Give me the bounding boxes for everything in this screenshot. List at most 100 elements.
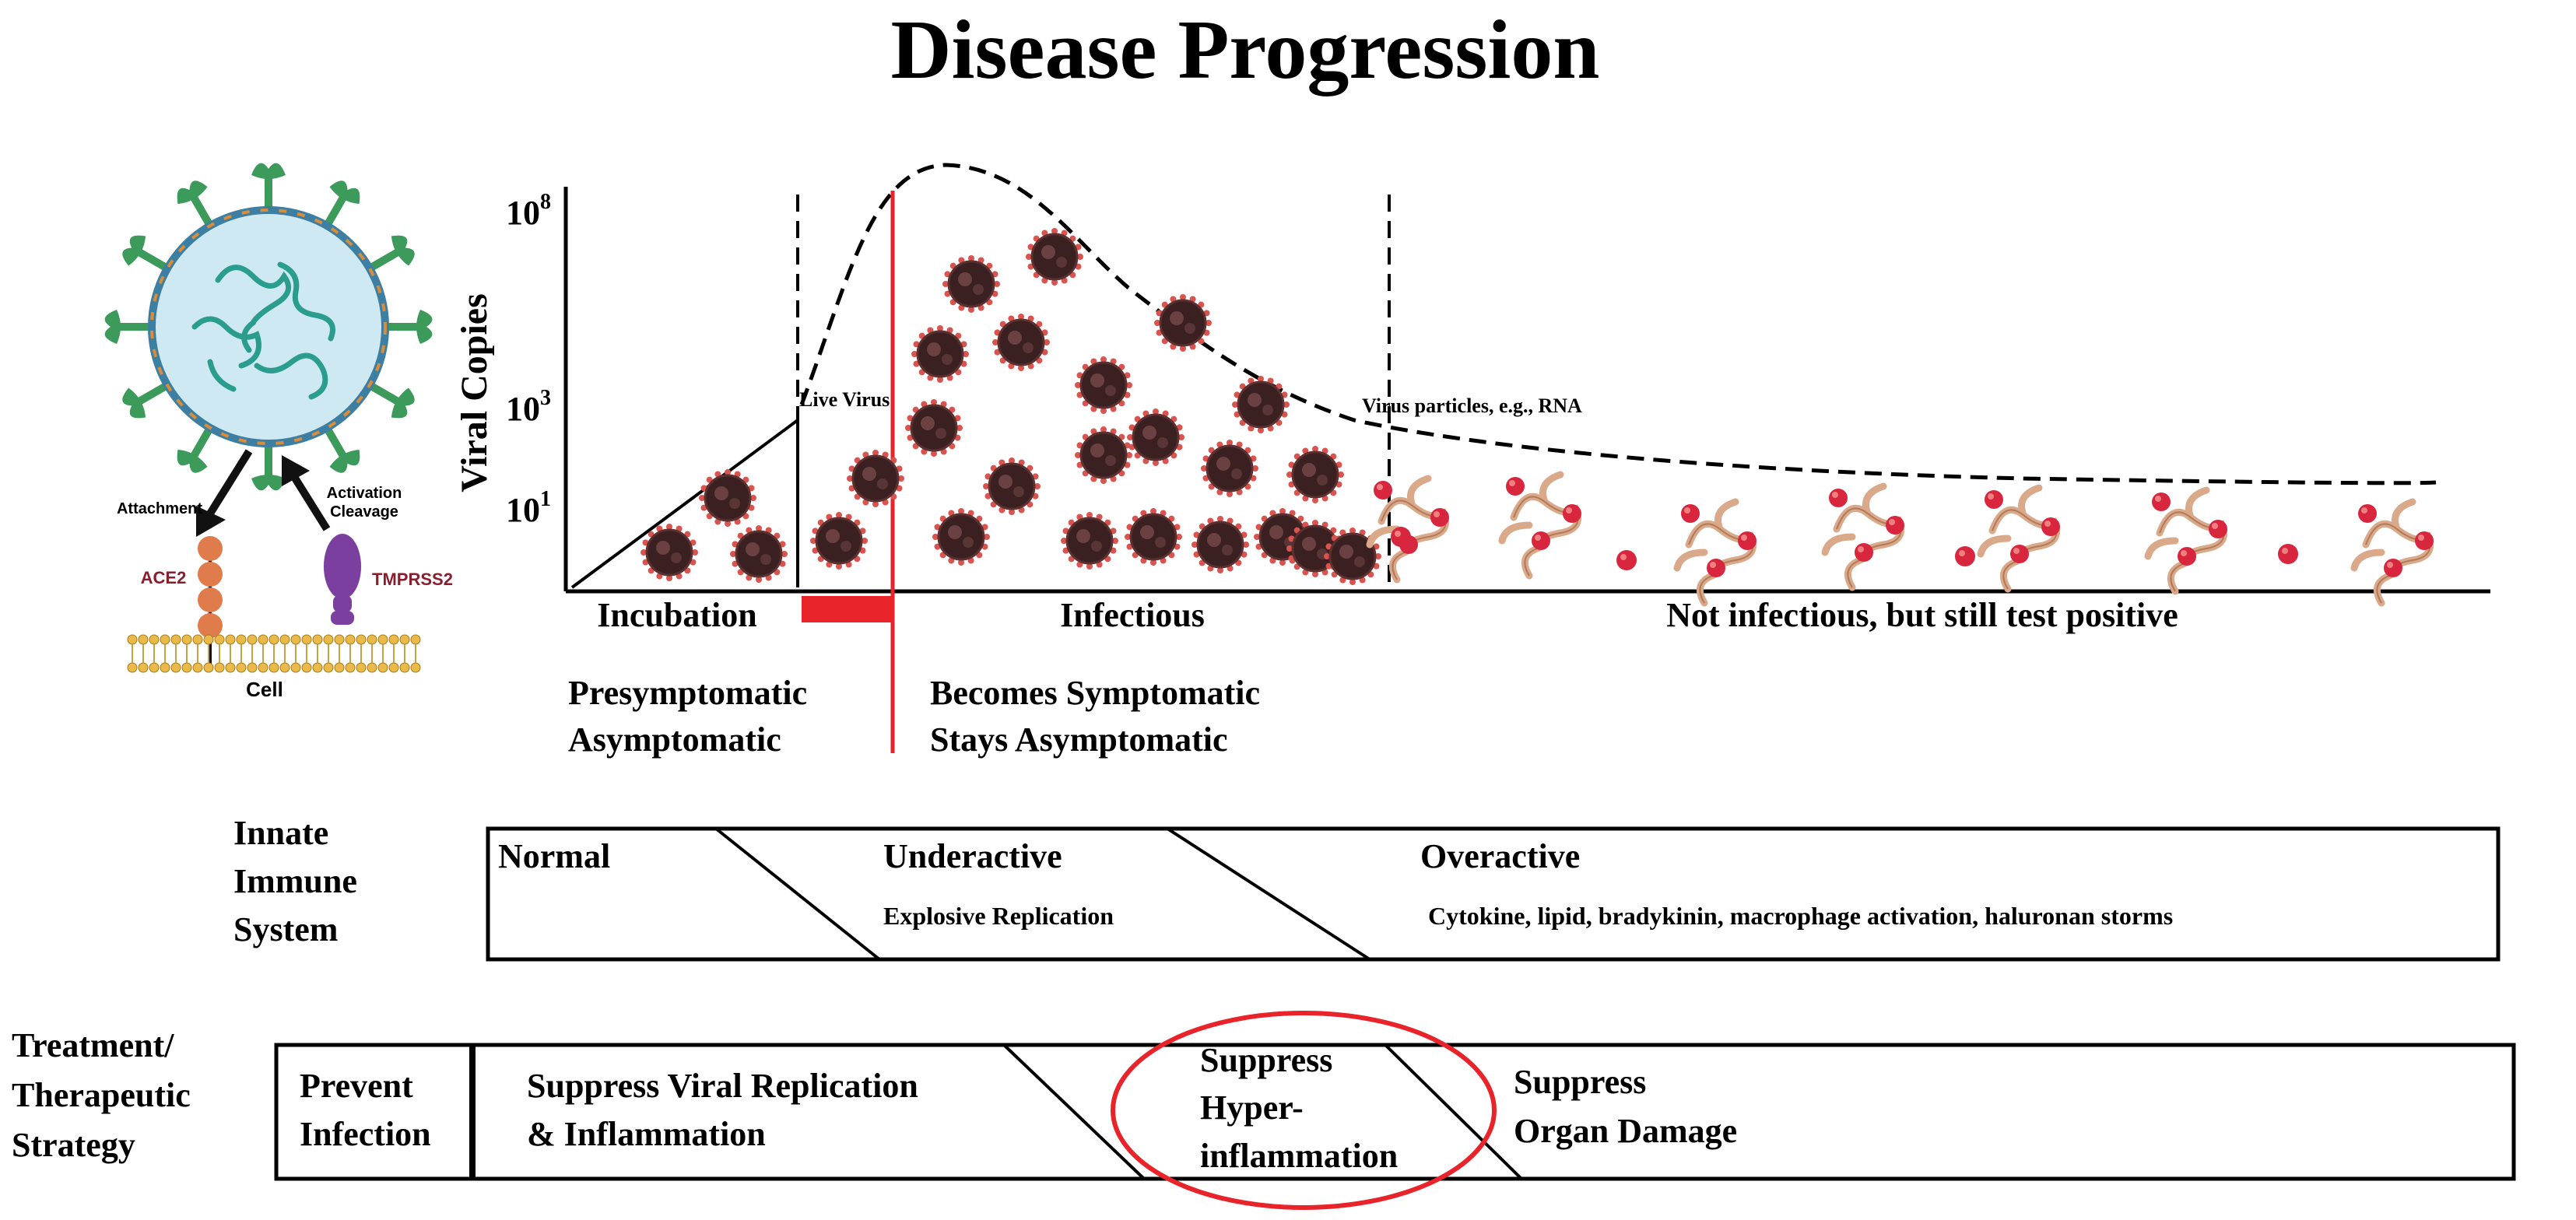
treatment-label-line2: Therapeutic [12, 1076, 191, 1114]
virion-particle-icon [847, 450, 904, 507]
innate-immune-label-line2: Immune [233, 862, 357, 900]
spike-icon [329, 449, 360, 473]
virion-particle-icon [1232, 376, 1290, 433]
virion-particle-icon [1127, 408, 1184, 466]
virion-particle-icon [1154, 294, 1212, 352]
immune-overactive: Overactive [1420, 837, 1580, 875]
virion-particle-icon [911, 325, 969, 383]
rna-particle-cluster [1366, 471, 2434, 607]
innate-divider-1 [714, 827, 881, 961]
suppress-organ-line1: Suppress [1514, 1063, 1646, 1101]
virus-cell-panel: Attachment Activation Cleavage ACE2 TMPR… [104, 163, 453, 701]
activation-label: Activation [327, 485, 402, 502]
immune-normal: Normal [498, 837, 610, 875]
suppress-viral-line1: Suppress Viral Replication [527, 1067, 918, 1105]
virion-particle-icon [1286, 446, 1344, 503]
virion-particle-icon [932, 508, 990, 566]
activation-arrow-icon [282, 455, 331, 531]
viral-copies-chart: Viral Copies 108 103 101 Live Virus Viru… [454, 163, 2490, 759]
svg-text:108: 108 [506, 190, 551, 232]
spike-icon [391, 387, 415, 419]
treatment-divider-3 [1384, 1043, 1523, 1180]
virion-particle-icon [1201, 440, 1258, 497]
asymptomatic-label: Asymptomatic [568, 720, 781, 759]
presymptomatic-label: Presymptomatic [568, 674, 807, 712]
immune-underactive: Underactive [883, 837, 1062, 875]
spike-icon [122, 387, 146, 419]
spike-icon [177, 449, 208, 473]
rna-fragment-icon [2278, 544, 2298, 564]
immune-underactive-detail: Explosive Replication [883, 902, 1114, 930]
rna-fragment-icon [1616, 550, 1637, 570]
phase-incubation: Incubation [597, 596, 756, 634]
virus-particles-label: Virus particles, e.g., RNA [1362, 394, 1582, 417]
virion-particle-icon [1026, 228, 1083, 286]
spike-icon [177, 181, 208, 205]
prevent-line1: Prevent [300, 1067, 413, 1105]
spike-icon [329, 181, 360, 205]
innate-immune-box [486, 826, 2501, 962]
spike-icon [391, 235, 415, 266]
innate-immune-label-line3: System [233, 910, 338, 948]
virion-particle-icon [1075, 356, 1132, 414]
phase-not-infectious: Not infectious, but still test positive [1666, 596, 2178, 634]
page-title: Disease Progression [891, 4, 1600, 96]
y-tick-10e1: 101 [506, 487, 551, 529]
treatment-row: Treatment/ Therapeutic Strategy Prevent … [12, 1011, 2516, 1210]
viral-rna-icon [191, 261, 335, 400]
virion-particle-icon [1061, 512, 1118, 570]
virion-particle-icon [1075, 426, 1132, 484]
virion-particle-icon [1125, 508, 1182, 566]
ace2-label: ACE2 [141, 568, 187, 587]
treatment-divider-2 [1002, 1043, 1146, 1180]
virion-particle-icon [810, 512, 868, 570]
suppress-viral-line2: & Inflammation [527, 1115, 766, 1153]
innate-divider-2 [1166, 827, 1371, 961]
treatment-label-line1: Treatment/ [12, 1026, 174, 1064]
virion-particle-icon [730, 525, 788, 583]
y-tick-10e8: 108 [506, 190, 551, 232]
rna-strand-icon [1977, 484, 2060, 593]
virion-particle-icon [1191, 516, 1249, 573]
rna-fragment-icon [1391, 527, 1411, 547]
hyperinflammation-highlight-circle [1111, 1011, 1497, 1210]
presymptomatic-window-bar [802, 596, 893, 622]
stays-asymptomatic-label: Stays Asymptomatic [930, 720, 1228, 759]
rna-strand-icon [1498, 471, 1581, 580]
y-tick-10e3: 103 [506, 386, 551, 428]
spike-icon [104, 310, 121, 344]
viral-load-curve [799, 163, 2437, 486]
virion-particle-icon [1324, 528, 1381, 585]
ace2-receptor-icon [198, 536, 223, 669]
rna-strand-icon [1673, 498, 1757, 607]
spike-icon [251, 163, 286, 179]
virion-particle-icon [699, 469, 756, 527]
suppress-hyper-line2: Hyper- [1200, 1089, 1304, 1127]
rna-strand-icon [1821, 482, 1904, 591]
virion-particle-icon [992, 314, 1050, 371]
immune-overactive-detail: Cytokine, lipid, bradykinin, macrophage … [1428, 902, 2173, 930]
virion-cluster [640, 228, 1381, 585]
cell-membrane-icon [127, 634, 421, 673]
tmprss2-label: TMPRSS2 [372, 570, 453, 589]
svg-text:101: 101 [506, 487, 551, 529]
spike-icon [416, 310, 433, 344]
tmprss2-protein-icon [324, 534, 361, 625]
virion-particle-icon [983, 457, 1041, 515]
spike-icon [122, 235, 146, 266]
rna-strand-icon [1366, 475, 1449, 584]
spike-icon [251, 475, 286, 491]
suppress-hyper-line3: inflammation [1200, 1137, 1398, 1175]
prevent-line2: Infection [300, 1115, 431, 1153]
spike-proteins-icon [104, 163, 433, 491]
cell-label: Cell [246, 678, 283, 701]
attachment-label: Attachment [117, 500, 202, 517]
treatment-label-line3: Strategy [12, 1126, 135, 1164]
virion-particle-icon [640, 524, 698, 581]
suppress-organ-line2: Organ Damage [1514, 1112, 1737, 1150]
virion-particle-icon [942, 255, 1000, 313]
attachment-arrow-icon [196, 449, 253, 537]
cleavage-label: Cleavage [330, 503, 398, 521]
becomes-symptomatic-label: Becomes Symptomatic [930, 674, 1260, 712]
rna-strand-icon [2144, 486, 2227, 595]
